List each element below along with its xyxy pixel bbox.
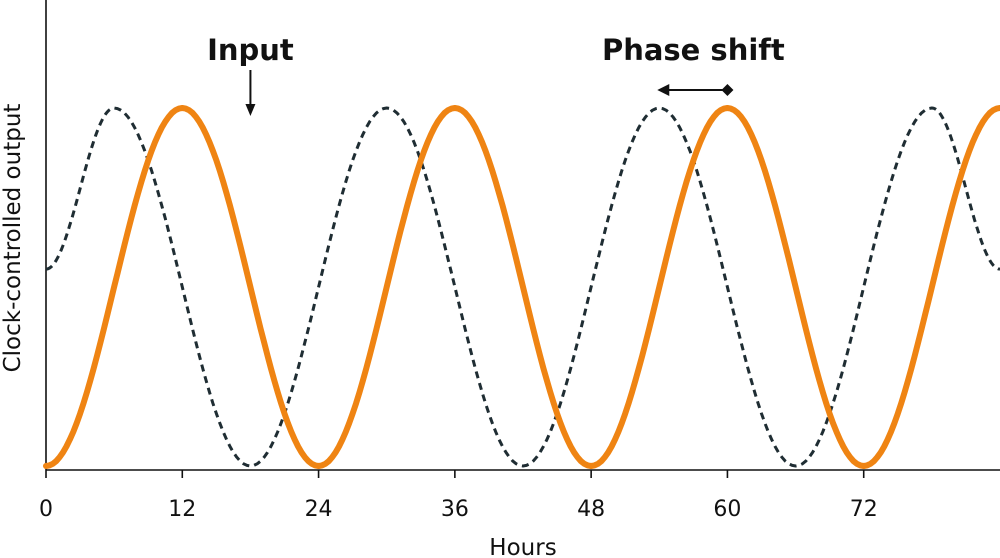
x-tick-label: 12 — [168, 497, 196, 522]
x-tick-label: 48 — [577, 497, 605, 522]
phase-shift-annotation-label: Phase shift — [602, 33, 785, 67]
phase-shift-arrow-head-icon — [657, 84, 670, 96]
x-tick-label: 36 — [441, 497, 469, 522]
input-arrow-head-icon — [245, 104, 256, 116]
dashed-series-line — [45, 106, 1000, 468]
x-tick-label: 0 — [39, 497, 53, 522]
phase-shift-diamond-icon — [721, 84, 734, 96]
solid-series-line — [43, 105, 1000, 469]
annotation-layer: Input Phase shift — [207, 33, 785, 116]
x-axis-title: Hours — [489, 535, 556, 558]
x-tick-label: 24 — [305, 497, 333, 522]
input-annotation-label: Input — [207, 33, 294, 67]
x-tick-label: 60 — [713, 497, 741, 522]
series-layer — [43, 105, 1000, 469]
x-axis-ticks: 0 12 24 36 48 60 72 — [39, 470, 878, 522]
x-tick-label: 72 — [850, 497, 878, 522]
y-axis-title: Clock-controlled output — [0, 104, 26, 373]
